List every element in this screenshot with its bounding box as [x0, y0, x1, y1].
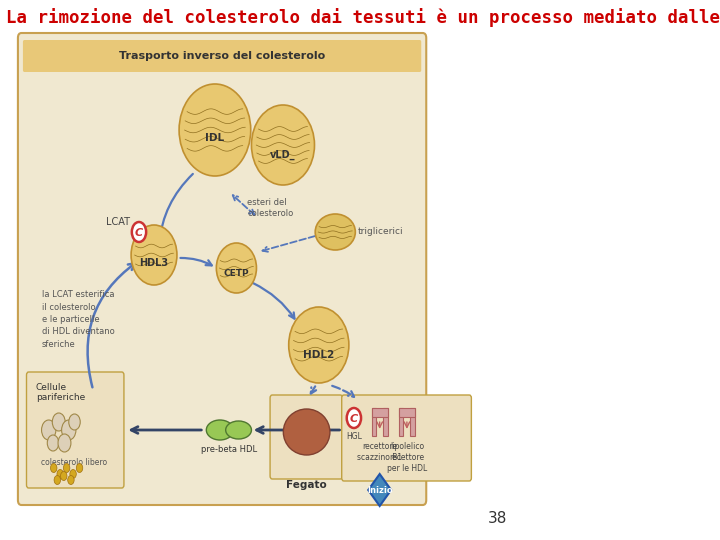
Text: HDL3: HDL3: [140, 258, 168, 268]
Ellipse shape: [225, 421, 251, 439]
Text: esteri del
colesterolo: esteri del colesterolo: [247, 198, 294, 218]
Bar: [372, 408, 377, 436]
Text: la LCAT esterifica
il colesterolo
e le particelle
di HDL diventano
sferiche: la LCAT esterifica il colesterolo e le p…: [42, 290, 114, 349]
Text: La rimozione del colesterolo dai tessuti è un processo mediato dalle HDL: La rimozione del colesterolo dai tessuti…: [6, 9, 720, 28]
Circle shape: [48, 435, 59, 451]
Circle shape: [347, 408, 361, 428]
Text: vLD_: vLD_: [270, 150, 296, 160]
Ellipse shape: [284, 409, 330, 455]
Text: Trasporto inverso del colesterolo: Trasporto inverso del colesterolo: [119, 51, 325, 61]
Circle shape: [68, 476, 74, 484]
Text: CETP: CETP: [224, 269, 249, 279]
Circle shape: [57, 469, 63, 478]
Circle shape: [70, 469, 76, 478]
Text: C: C: [350, 414, 358, 423]
Ellipse shape: [289, 307, 349, 383]
FancyBboxPatch shape: [342, 395, 472, 481]
Ellipse shape: [179, 84, 251, 176]
Text: C: C: [135, 227, 143, 238]
Ellipse shape: [207, 420, 233, 440]
FancyBboxPatch shape: [270, 395, 343, 479]
Polygon shape: [368, 474, 391, 506]
Text: 38: 38: [488, 511, 507, 526]
Text: pre-beta HDL: pre-beta HDL: [201, 445, 257, 454]
Text: LCAT: LCAT: [107, 217, 130, 227]
Bar: [410, 408, 415, 436]
Circle shape: [42, 420, 56, 440]
Text: Cellule
pariferiche: Cellule pariferiche: [36, 383, 85, 402]
Text: colesterolo libero: colesterolo libero: [42, 458, 107, 467]
Text: Inizio: Inizio: [367, 486, 392, 495]
Ellipse shape: [315, 214, 356, 250]
FancyBboxPatch shape: [18, 33, 426, 505]
Bar: [399, 408, 403, 436]
Bar: [372, 408, 387, 417]
Circle shape: [53, 413, 66, 431]
Circle shape: [58, 434, 71, 452]
Text: HGL: HGL: [346, 432, 362, 441]
Circle shape: [50, 463, 57, 472]
Circle shape: [76, 463, 83, 472]
Circle shape: [54, 476, 60, 484]
Circle shape: [60, 471, 67, 481]
Text: recettore
scazzino B1: recettore scazzino B1: [357, 442, 402, 462]
Ellipse shape: [131, 225, 177, 285]
Ellipse shape: [251, 105, 315, 185]
Circle shape: [132, 222, 146, 242]
Text: HDL2: HDL2: [303, 350, 334, 360]
Bar: [399, 408, 415, 417]
Text: triglicerici: triglicerici: [358, 227, 404, 237]
Text: IDL: IDL: [205, 133, 225, 143]
Ellipse shape: [216, 243, 256, 293]
Circle shape: [63, 463, 70, 472]
Text: lipolelico
recettore
per le HDL: lipolelico recettore per le HDL: [387, 442, 427, 473]
FancyBboxPatch shape: [23, 40, 421, 72]
Bar: [383, 408, 387, 436]
Circle shape: [62, 420, 76, 440]
FancyBboxPatch shape: [27, 372, 124, 488]
Text: Fegato: Fegato: [287, 480, 327, 490]
Circle shape: [69, 414, 80, 430]
